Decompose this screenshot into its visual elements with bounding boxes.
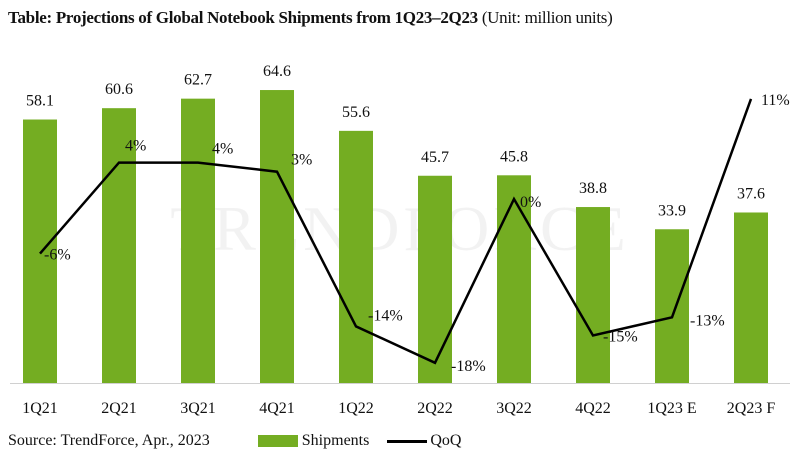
bar-4Q22 [576,207,610,383]
x-tick-label: 3Q21 [180,400,216,417]
source-note: Source: TrendForce, Apr., 2023 [8,432,210,449]
bar-3Q22 [497,175,531,383]
x-tick-label: 2Q23 F [727,400,776,417]
qoq-value-label: 4% [212,141,233,158]
chart-title-unit: (Unit: million units) [481,8,613,27]
legend-swatch-qoq [387,439,428,443]
x-tick-label: 2Q21 [101,400,137,417]
bar-1Q22 [339,130,373,383]
x-tick-label: 2Q22 [417,400,453,417]
bar-value-label: 58.1 [26,93,54,110]
bar-1Q23-E [655,229,689,383]
bar-2Q21 [102,108,136,383]
bar-value-label: 64.6 [263,63,291,80]
qoq-value-label: -18% [451,358,486,375]
bar-value-label: 62.7 [184,72,212,89]
bar-value-label: 37.6 [737,185,765,202]
bar-value-label: 45.7 [421,149,449,166]
x-tick-label: 3Q22 [496,400,532,417]
x-tick-label: 4Q21 [259,400,295,417]
qoq-value-label: -14% [368,307,403,324]
qoq-line [39,98,753,365]
qoq-value-label: 11% [761,92,790,109]
x-tick-label: 4Q22 [575,400,611,417]
bar-value-label: 33.9 [658,202,686,219]
legend-label-shipments: Shipments [301,432,370,449]
qoq-value-label: -6% [44,247,71,264]
legend: Source: TrendForce, Apr., 2023 Shipments… [8,432,461,450]
qoq-value-label: -15% [603,329,638,346]
chart-title: Table: Projections of Global Notebook Sh… [8,8,613,28]
watermark-logo: TRENDFORCE [170,193,630,264]
bar-3Q21 [181,98,215,383]
bar-value-label: 45.8 [500,148,528,165]
bar-2Q23-F [734,212,768,383]
bar-2Q22 [418,175,452,383]
bar-value-label: 60.6 [105,81,133,98]
bar-value-label: 38.8 [579,180,607,197]
bar-4Q21 [260,90,294,383]
qoq-value-label: 4% [125,138,146,155]
x-tick-label: 1Q22 [338,400,374,417]
legend-swatch-shipments [257,435,298,447]
x-tick-label: 1Q21 [22,400,58,417]
x-tick-label: 1Q23 E [647,400,696,417]
bar-1Q21 [23,119,57,383]
legend-label-qoq: QoQ [430,432,462,449]
qoq-value-label: -13% [690,312,725,329]
bar-value-label: 55.6 [342,104,370,121]
qoq-value-label: 3% [291,152,312,169]
qoq-value-label: 0% [520,194,541,211]
chart-title-main: Table: Projections of Global Notebook Sh… [8,8,478,27]
